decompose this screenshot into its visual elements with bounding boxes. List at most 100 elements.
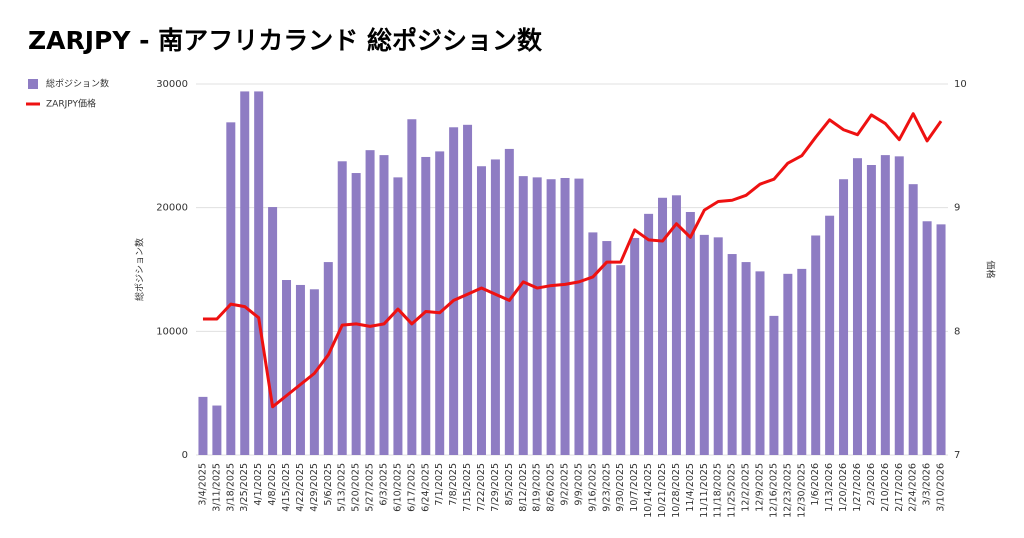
x-tick-label: 12/30/2025	[796, 463, 807, 518]
x-tick-label: 3/11/2025	[211, 463, 222, 512]
bar	[936, 224, 946, 455]
x-tick-label: 9/2/2025	[560, 463, 571, 506]
x-tick-label: 12/9/2025	[755, 463, 766, 512]
bar	[379, 155, 389, 455]
x-tick-label: 10/14/2025	[643, 463, 654, 518]
bar	[518, 176, 528, 456]
bar	[435, 151, 445, 456]
bar	[421, 156, 431, 456]
x-tick-label: 9/23/2025	[601, 463, 612, 512]
x-tick-label: 3/3/2026	[922, 463, 933, 506]
bar	[769, 315, 779, 455]
bar	[490, 159, 500, 456]
x-tick-label: 3/10/2026	[936, 463, 947, 512]
x-tick-label: 9/30/2025	[615, 463, 626, 512]
bar	[755, 271, 765, 455]
x-tick-label: 12/16/2025	[768, 463, 779, 518]
bar	[323, 262, 333, 455]
bar	[476, 166, 486, 455]
x-tick-label: 4/15/2025	[281, 463, 292, 512]
x-tick-label: 6/3/2025	[379, 463, 390, 506]
bar	[588, 232, 598, 455]
bar	[685, 211, 695, 455]
x-tick-label: 1/13/2026	[824, 463, 835, 512]
bar	[699, 234, 709, 455]
legend-swatch	[28, 79, 38, 89]
bar	[295, 284, 305, 455]
x-tick-label: 4/22/2025	[295, 463, 306, 512]
x-tick-label: 8/26/2025	[546, 463, 557, 512]
bar	[616, 265, 626, 455]
bar	[463, 124, 473, 455]
bar	[852, 158, 862, 455]
x-tick-label: 11/11/2025	[699, 463, 710, 518]
bar	[811, 235, 821, 455]
bar	[880, 155, 890, 455]
x-tick-label: 7/15/2025	[462, 463, 473, 512]
x-tick-label: 8/5/2025	[504, 463, 515, 506]
bar	[546, 179, 556, 455]
bar	[560, 177, 570, 455]
bar	[532, 177, 542, 455]
x-tick-label: 10/7/2025	[629, 463, 640, 512]
bar	[365, 150, 375, 455]
bar	[602, 241, 612, 455]
x-tick-label: 4/29/2025	[309, 463, 320, 512]
x-tick-label: 6/17/2025	[406, 463, 417, 512]
bar	[908, 184, 918, 456]
bar	[226, 122, 236, 455]
x-tick-label: 10/21/2025	[657, 463, 668, 518]
bar	[574, 178, 584, 456]
x-tick-label: 2/17/2026	[894, 463, 905, 512]
x-tick-label: 2/24/2026	[908, 463, 919, 512]
line	[202, 112, 943, 409]
x-tick-label: 7/22/2025	[476, 463, 487, 512]
x-tick-label: 12/2/2025	[741, 463, 752, 512]
bar	[644, 213, 654, 455]
y-tick-label: 0	[182, 450, 188, 461]
x-tick-label: 7/8/2025	[448, 463, 459, 506]
bar	[337, 161, 347, 455]
y2-tick-label: 9	[954, 203, 960, 214]
x-tick-label: 2/10/2026	[880, 463, 891, 512]
bar	[922, 221, 932, 455]
y2-tick-label: 10	[954, 79, 967, 90]
y-tick-label: 10000	[156, 326, 188, 337]
y-axis-label: 総ポジション数	[134, 238, 146, 301]
bar	[630, 237, 640, 455]
bar	[407, 119, 417, 456]
x-tick-label: 1/20/2026	[838, 463, 849, 512]
bar	[240, 91, 250, 456]
bar	[351, 173, 361, 456]
x-tick-label: 2/3/2026	[866, 463, 877, 506]
x-tick-label: 8/12/2025	[518, 463, 529, 512]
x-tick-label: 3/25/2025	[239, 463, 250, 512]
y2-axis-label: 価格	[985, 260, 997, 278]
x-tick-label: 6/24/2025	[420, 463, 431, 512]
bar	[825, 215, 835, 455]
bar	[866, 165, 876, 456]
bar	[282, 280, 292, 455]
x-tick-label: 8/19/2025	[532, 463, 543, 512]
x-tick-label: 11/25/2025	[727, 463, 738, 518]
bar	[741, 262, 751, 455]
x-tick-label: 11/4/2025	[685, 463, 696, 512]
bar	[449, 127, 459, 456]
y-tick-label: 30000	[156, 79, 188, 90]
bar	[658, 197, 668, 456]
x-tick-label: 5/13/2025	[337, 463, 348, 512]
x-tick-label: 11/18/2025	[713, 463, 724, 518]
y2-tick-label: 7	[954, 450, 960, 461]
x-tick-label: 12/23/2025	[782, 463, 793, 518]
bar	[713, 237, 723, 455]
bar	[783, 273, 793, 455]
x-tick-label: 3/4/2025	[197, 463, 208, 506]
x-tick-label: 5/20/2025	[351, 463, 362, 512]
x-tick-label: 7/1/2025	[434, 463, 445, 506]
x-tick-label: 9/9/2025	[573, 463, 584, 506]
y-tick-label: 20000	[156, 203, 188, 214]
legend-label: ZARJPY価格	[46, 98, 96, 110]
legend-label: 総ポジション数	[46, 78, 109, 90]
bar	[797, 268, 807, 455]
x-tick-label: 6/10/2025	[392, 463, 403, 512]
